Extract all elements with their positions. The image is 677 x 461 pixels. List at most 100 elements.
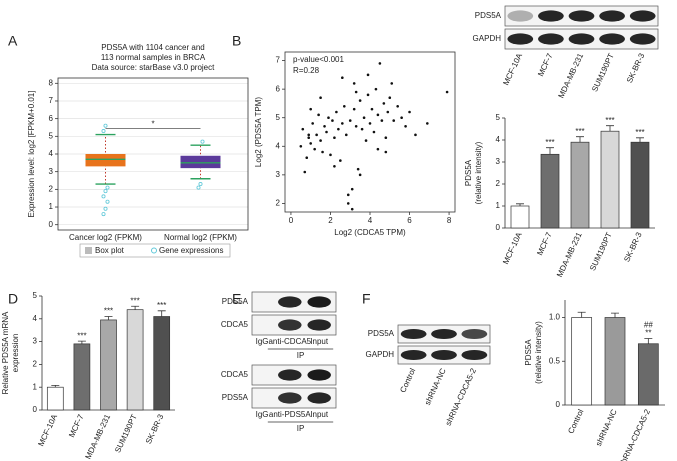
blot-band (538, 10, 564, 22)
point (341, 122, 344, 125)
point (388, 96, 392, 100)
axes (564, 300, 665, 406)
blot-band (278, 369, 302, 381)
point (354, 124, 358, 128)
value-label: *** (77, 331, 86, 340)
point (445, 90, 449, 94)
y-tick-label: 3 (33, 337, 38, 346)
box (180, 155, 221, 169)
point (309, 142, 312, 145)
y-tick-label: 0 (556, 400, 561, 409)
point (321, 150, 324, 154)
point (374, 87, 378, 91)
point (317, 113, 320, 117)
significance: * (151, 120, 154, 129)
blot-band (461, 349, 488, 361)
bar (100, 319, 117, 411)
lane-label: anti-PDS5A (269, 410, 311, 419)
point (386, 110, 390, 114)
blot-band (400, 349, 427, 361)
point (333, 164, 336, 168)
y-tick-label: 1 (496, 201, 501, 210)
value-label: *** (104, 307, 113, 316)
y-tick-label: 0 (496, 223, 501, 232)
bar (571, 317, 593, 406)
y-tick-label: 8 (49, 78, 54, 87)
outlier (200, 139, 205, 144)
blot-band (599, 33, 625, 45)
point (396, 104, 399, 108)
blot-band (629, 10, 656, 22)
lane-label: Input (310, 410, 329, 419)
x-tick-label: Cancer log2 (FPKM) (69, 233, 142, 242)
point (390, 82, 394, 85)
point (341, 76, 344, 80)
outlier (101, 129, 106, 134)
y-tick-label: 5 (496, 113, 501, 122)
legend-box (79, 243, 231, 258)
error-bar (51, 384, 60, 388)
x-tick-label: 8 (447, 216, 452, 225)
value-label: *** (545, 138, 554, 147)
box (85, 154, 126, 167)
y-tick-label: 4 (49, 149, 54, 158)
blot-row-label: GAPDH (366, 350, 395, 359)
error-bar (606, 125, 614, 132)
bar (126, 309, 144, 411)
blot-row-label: PDS5A (475, 11, 502, 20)
chart-title: 113 normal samples in BRCA (101, 53, 206, 62)
point (356, 167, 360, 171)
blot-row-label: GAPDH (473, 34, 502, 43)
panel-letter: D (8, 291, 18, 307)
bar (73, 343, 91, 411)
y-tick-label: 7 (49, 96, 54, 105)
blot-band (507, 10, 534, 22)
blot-band (431, 328, 457, 340)
lane-label: anti-CDCA5 (268, 337, 311, 346)
chart-title: PDS5A with 1104 cancer and (101, 43, 204, 52)
y-tick-label: 5 (33, 291, 38, 300)
point (350, 187, 354, 191)
y-axis-label: Relative PDS5A mRNA (1, 311, 10, 394)
y-axis-label: (relative intensity) (534, 321, 543, 384)
point (426, 122, 429, 125)
point (404, 124, 407, 128)
x-tick-label: Normal log2 (FPKM) (164, 233, 237, 242)
y-tick-label: 3 (496, 157, 501, 166)
point (331, 119, 334, 122)
y-tick-label: 5 (276, 113, 281, 122)
point (368, 122, 372, 125)
x-axis-label: Log2 (CDCA5 TPM) (334, 228, 406, 237)
value-label: *** (157, 301, 166, 310)
value-label: *** (605, 116, 614, 125)
point (366, 93, 370, 97)
outlier (105, 199, 110, 204)
error-bar (577, 311, 586, 318)
blot-row-label: CDCA5 (221, 320, 249, 329)
bar (153, 316, 171, 411)
y-axis-label: PDS5A (464, 159, 473, 186)
point (348, 119, 352, 122)
lane-label: IgG (256, 410, 269, 419)
point (380, 119, 384, 122)
point (301, 127, 305, 131)
point (370, 107, 374, 111)
point (339, 159, 342, 162)
blot-band (507, 33, 534, 45)
point (372, 130, 376, 134)
x-tick-label: 2 (328, 216, 333, 225)
value-label: *** (575, 127, 584, 136)
outlier (198, 182, 203, 187)
plot-frame (57, 77, 249, 231)
x-tick-label: 6 (407, 216, 412, 225)
point (303, 170, 307, 174)
bar (637, 343, 659, 406)
legend-label: Box plot (95, 246, 125, 255)
panel-letter: B (232, 33, 241, 49)
outlier (103, 189, 108, 194)
point (325, 130, 328, 134)
y-tick-label: 2 (49, 184, 54, 193)
point (305, 156, 309, 160)
outlier (103, 123, 108, 128)
